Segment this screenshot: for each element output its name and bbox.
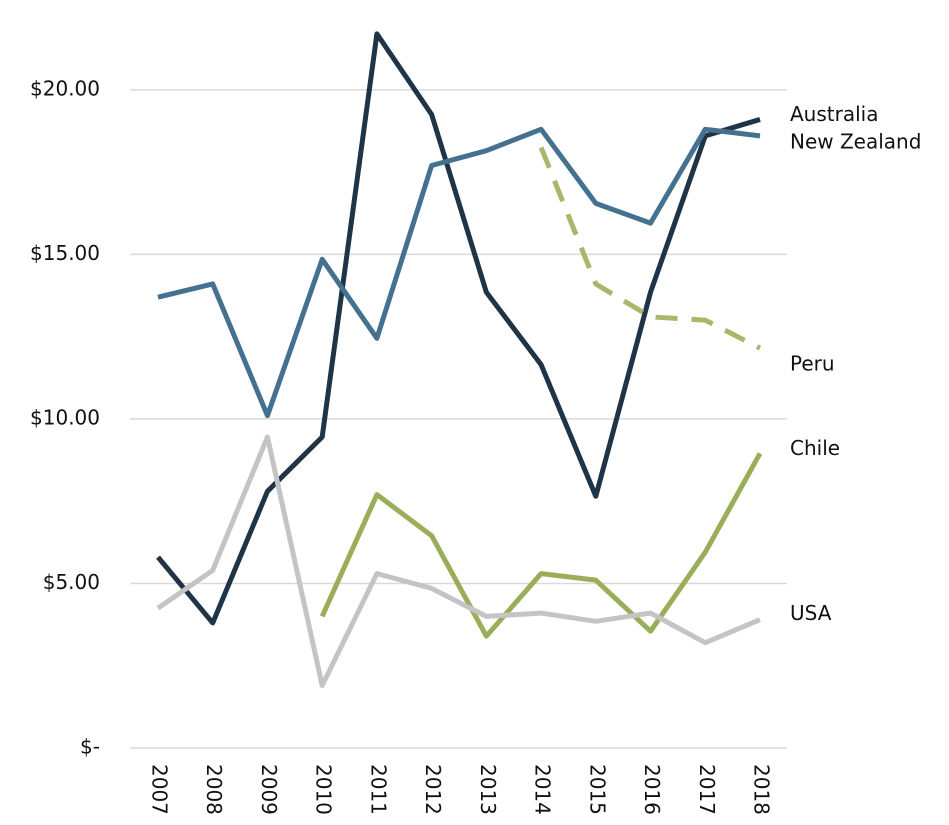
x-tick-label: 2012 bbox=[421, 764, 445, 815]
y-tick-label: $5.00 bbox=[43, 570, 100, 594]
x-tick-label: 2008 bbox=[202, 764, 226, 815]
line-series bbox=[157, 126, 761, 419]
series-label: Australia bbox=[790, 102, 878, 126]
line-series bbox=[319, 452, 763, 639]
x-tick-label: 2011 bbox=[366, 764, 390, 815]
y-tick-label: $20.00 bbox=[30, 76, 100, 100]
series-label: USA bbox=[790, 601, 832, 625]
series-label: Chile bbox=[790, 436, 840, 460]
series-label: Peru bbox=[790, 352, 835, 376]
y-tick-label: $15.00 bbox=[30, 241, 100, 265]
line-series bbox=[156, 434, 761, 688]
x-tick-label: 2009 bbox=[257, 764, 281, 815]
y-tick-label: $- bbox=[80, 735, 100, 759]
x-tick-label: 2014 bbox=[531, 764, 555, 815]
line-series bbox=[156, 31, 761, 626]
x-tick-label: 2013 bbox=[476, 764, 500, 815]
x-tick-label: 2017 bbox=[695, 764, 719, 815]
x-tick-label: 2007 bbox=[148, 764, 172, 815]
x-tick-label: 2015 bbox=[585, 764, 609, 815]
x-tick-label: 2018 bbox=[750, 764, 774, 815]
y-tick-label: $10.00 bbox=[30, 405, 100, 429]
x-tick-label: 2016 bbox=[640, 764, 664, 815]
x-tick-label: 2010 bbox=[312, 764, 336, 815]
series-label: New Zealand bbox=[790, 129, 921, 153]
